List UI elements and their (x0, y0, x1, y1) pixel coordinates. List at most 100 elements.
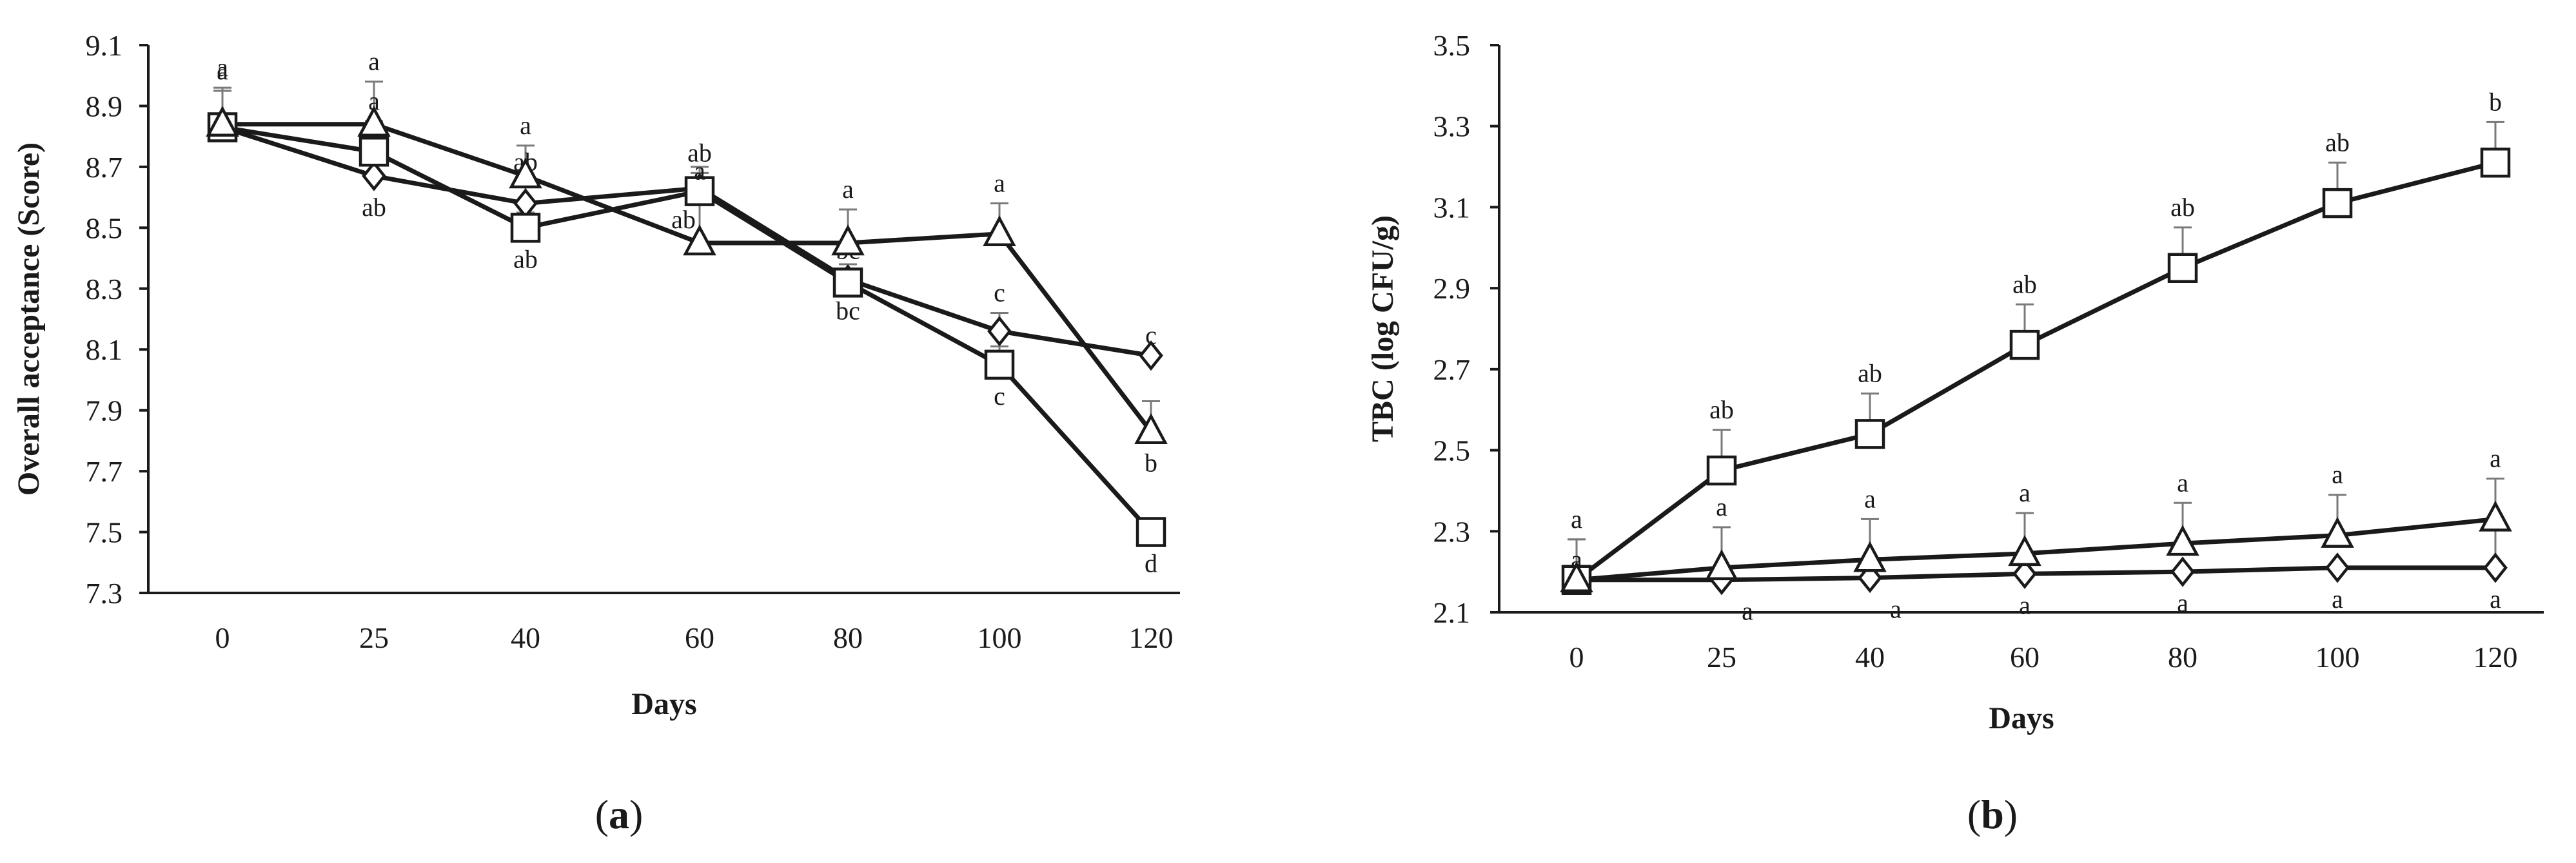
panel-a-y-tick-label: 8.5 (86, 211, 123, 244)
panel-a-square-marker (984, 349, 1015, 380)
panel-b-y-axis-title: TBC (log CFU/g) (1366, 215, 1400, 442)
panel-b-triangle-marker (2008, 535, 2041, 567)
panel-b-square-marker (2480, 148, 2511, 178)
panel-a-y-axis-title: Overall acceptance (Score) (12, 142, 46, 496)
panel-a-significance-label: d (1145, 549, 1157, 578)
panel-a-significance-label: a (217, 56, 228, 85)
panel-a-triangle-marker (683, 224, 716, 256)
panel-a-significance-label: a (368, 86, 380, 115)
panel-a-x-axis-title: Days (631, 687, 696, 721)
panel-b-significance-label: a (2490, 585, 2501, 614)
panel-a-triangle-marker (206, 106, 239, 137)
panel-a-y-tick-label: 9.1 (86, 29, 123, 62)
panel-b-triangle-marker (2166, 525, 2199, 556)
panel-b-significance-label: a (1890, 595, 1902, 624)
panel-a-chart: 7.3 7.5 7.7 7.9 8.1 8.3 8.5 8.7 8.9 9.1 0 25 40 60 80… (12, 29, 1180, 837)
panel-a-significance-label: ab (687, 138, 712, 167)
panel-b-y-tick-label: 2.9 (1433, 272, 1471, 305)
panel-b-diamond-marker (2325, 552, 2350, 583)
panel-b-y-tick-label: 2.7 (1433, 353, 1471, 386)
panel-a-square-marker (684, 176, 715, 206)
panel-b-significance-label: ab (2170, 193, 2195, 222)
panel-b-significance-label: ab (2012, 269, 2037, 298)
panel-b-x-tick-label: 25 (1707, 641, 1736, 674)
panel-a-triangle-marker (509, 157, 542, 189)
panel-a-markers-diamond: aabababbccc (210, 56, 1163, 371)
panel-a-significance-label: c (994, 278, 1005, 307)
panel-b-y-tick-label: 3.5 (1433, 29, 1471, 62)
panel-b-significance-label: a (2019, 478, 2030, 507)
panel-a-y-tick-label: 8.3 (86, 273, 123, 305)
panel-a-triangle-marker (983, 215, 1016, 247)
panel-b-triangle-marker (1705, 549, 1738, 581)
panel-a-axes (147, 45, 1180, 594)
panel-a-square-marker (832, 267, 863, 298)
panel-a-significance-label: a (217, 53, 228, 82)
panel-a-significance-label: a (694, 157, 705, 186)
panel-b-triangle-marker (2479, 500, 2512, 532)
panel-a-x-tick-label: 80 (833, 621, 863, 654)
panel-b-significance-label: ab (1709, 395, 1734, 424)
panel-a-markers-square: aaababbccd (207, 56, 1166, 578)
panel-b-square-marker (1706, 455, 1737, 486)
panel-b-x-tick-label: 40 (1855, 641, 1885, 674)
panel-b-x-tick-label: 60 (2010, 641, 2040, 674)
panel-b-series-line (1575, 160, 2496, 582)
panel-a-y-tick-label: 7.7 (86, 455, 123, 488)
panel-b-x-ticks: 0 25 40 60 80 100 120 (1569, 641, 2518, 674)
panel-a-significance-label: a (994, 169, 1005, 198)
panel-a-y-tick-label: 8.1 (86, 333, 123, 366)
panel-a-y-tick-label: 7.3 (86, 577, 123, 610)
panel-b-significance-label: a (2177, 468, 2188, 497)
panel-b-diamond-marker (2483, 552, 2508, 583)
panel-b-significance-label: a (2332, 460, 2343, 489)
panel-b-significance-label: a (1864, 484, 1876, 513)
panel-a-triangle-marker (831, 224, 865, 256)
panel-b-square-marker (2167, 253, 2198, 283)
panel-b-x-tick-label: 80 (2168, 641, 2197, 674)
panel-b-significance-label: a (1716, 492, 1727, 521)
panel-b-x-tick-label: 100 (2315, 641, 2360, 674)
panel-b-square-marker (1854, 419, 1885, 449)
panel-a-diamond-marker (987, 316, 1012, 347)
panel-b-square-marker (2322, 188, 2353, 218)
panel-a-series-square (213, 90, 1153, 534)
panel-a-diamond-marker (362, 160, 386, 191)
panel-a-x-tick-label: 0 (215, 621, 230, 654)
panel-b-x-axis-title: Days (1989, 701, 2054, 735)
panel-a-significance-label: c (994, 382, 1005, 411)
panel-a-triangle-marker (1134, 412, 1168, 444)
panel-a-significance-label: a (520, 111, 531, 140)
panel-b-axes (1498, 45, 2544, 614)
panel-a-y-tick-label: 8.9 (86, 90, 123, 122)
panel-a-significance-label: a (217, 56, 228, 85)
panel-a-y-tick-label: 8.7 (86, 151, 123, 184)
panel-b-triangle-marker (1560, 561, 1593, 592)
panel-b-significance-label: ab (1858, 359, 1882, 388)
panel-b-diamond-marker (2012, 558, 2037, 589)
panel-b-significance-label: a (2490, 444, 2501, 473)
panel-a-significance-label: b (1145, 449, 1157, 478)
panel-a-square-marker (510, 213, 541, 243)
panel-b-x-tick-label: 0 (1569, 641, 1584, 674)
panel-a-significance-label: c (1145, 321, 1157, 350)
panel-b-significance-label: a (1571, 505, 1582, 534)
panel-b-significance-label: ab (2325, 128, 2350, 157)
panel-a-significance-label: a (368, 47, 380, 76)
panel-a-x-tick-label: 25 (359, 621, 389, 654)
panel-a-triangle-marker (357, 106, 391, 137)
panel-a-square-marker (1136, 517, 1166, 547)
panel-a-diamond-marker (1139, 340, 1163, 371)
panel-a-plot-area: aabababbcccaaababbccdaaaaaab (206, 47, 1168, 578)
panel-a-y-ticks: 7.3 7.5 7.7 7.9 8.1 8.3 8.5 8.7 8.9 9.1 (86, 29, 148, 610)
panel-a-x-tick-label: 60 (685, 621, 714, 654)
panel-a-significance-label: ab (362, 193, 386, 222)
panel-a-significance-label: ab (671, 205, 696, 234)
panel-a-significance-label: bc (836, 296, 860, 325)
panel-b-triangle-marker (2321, 516, 2354, 548)
panel-a-x-tick-label: 100 (978, 621, 1022, 654)
panel-b-square-marker (2009, 329, 2040, 360)
panel-b-significance-label: a (2332, 585, 2343, 614)
